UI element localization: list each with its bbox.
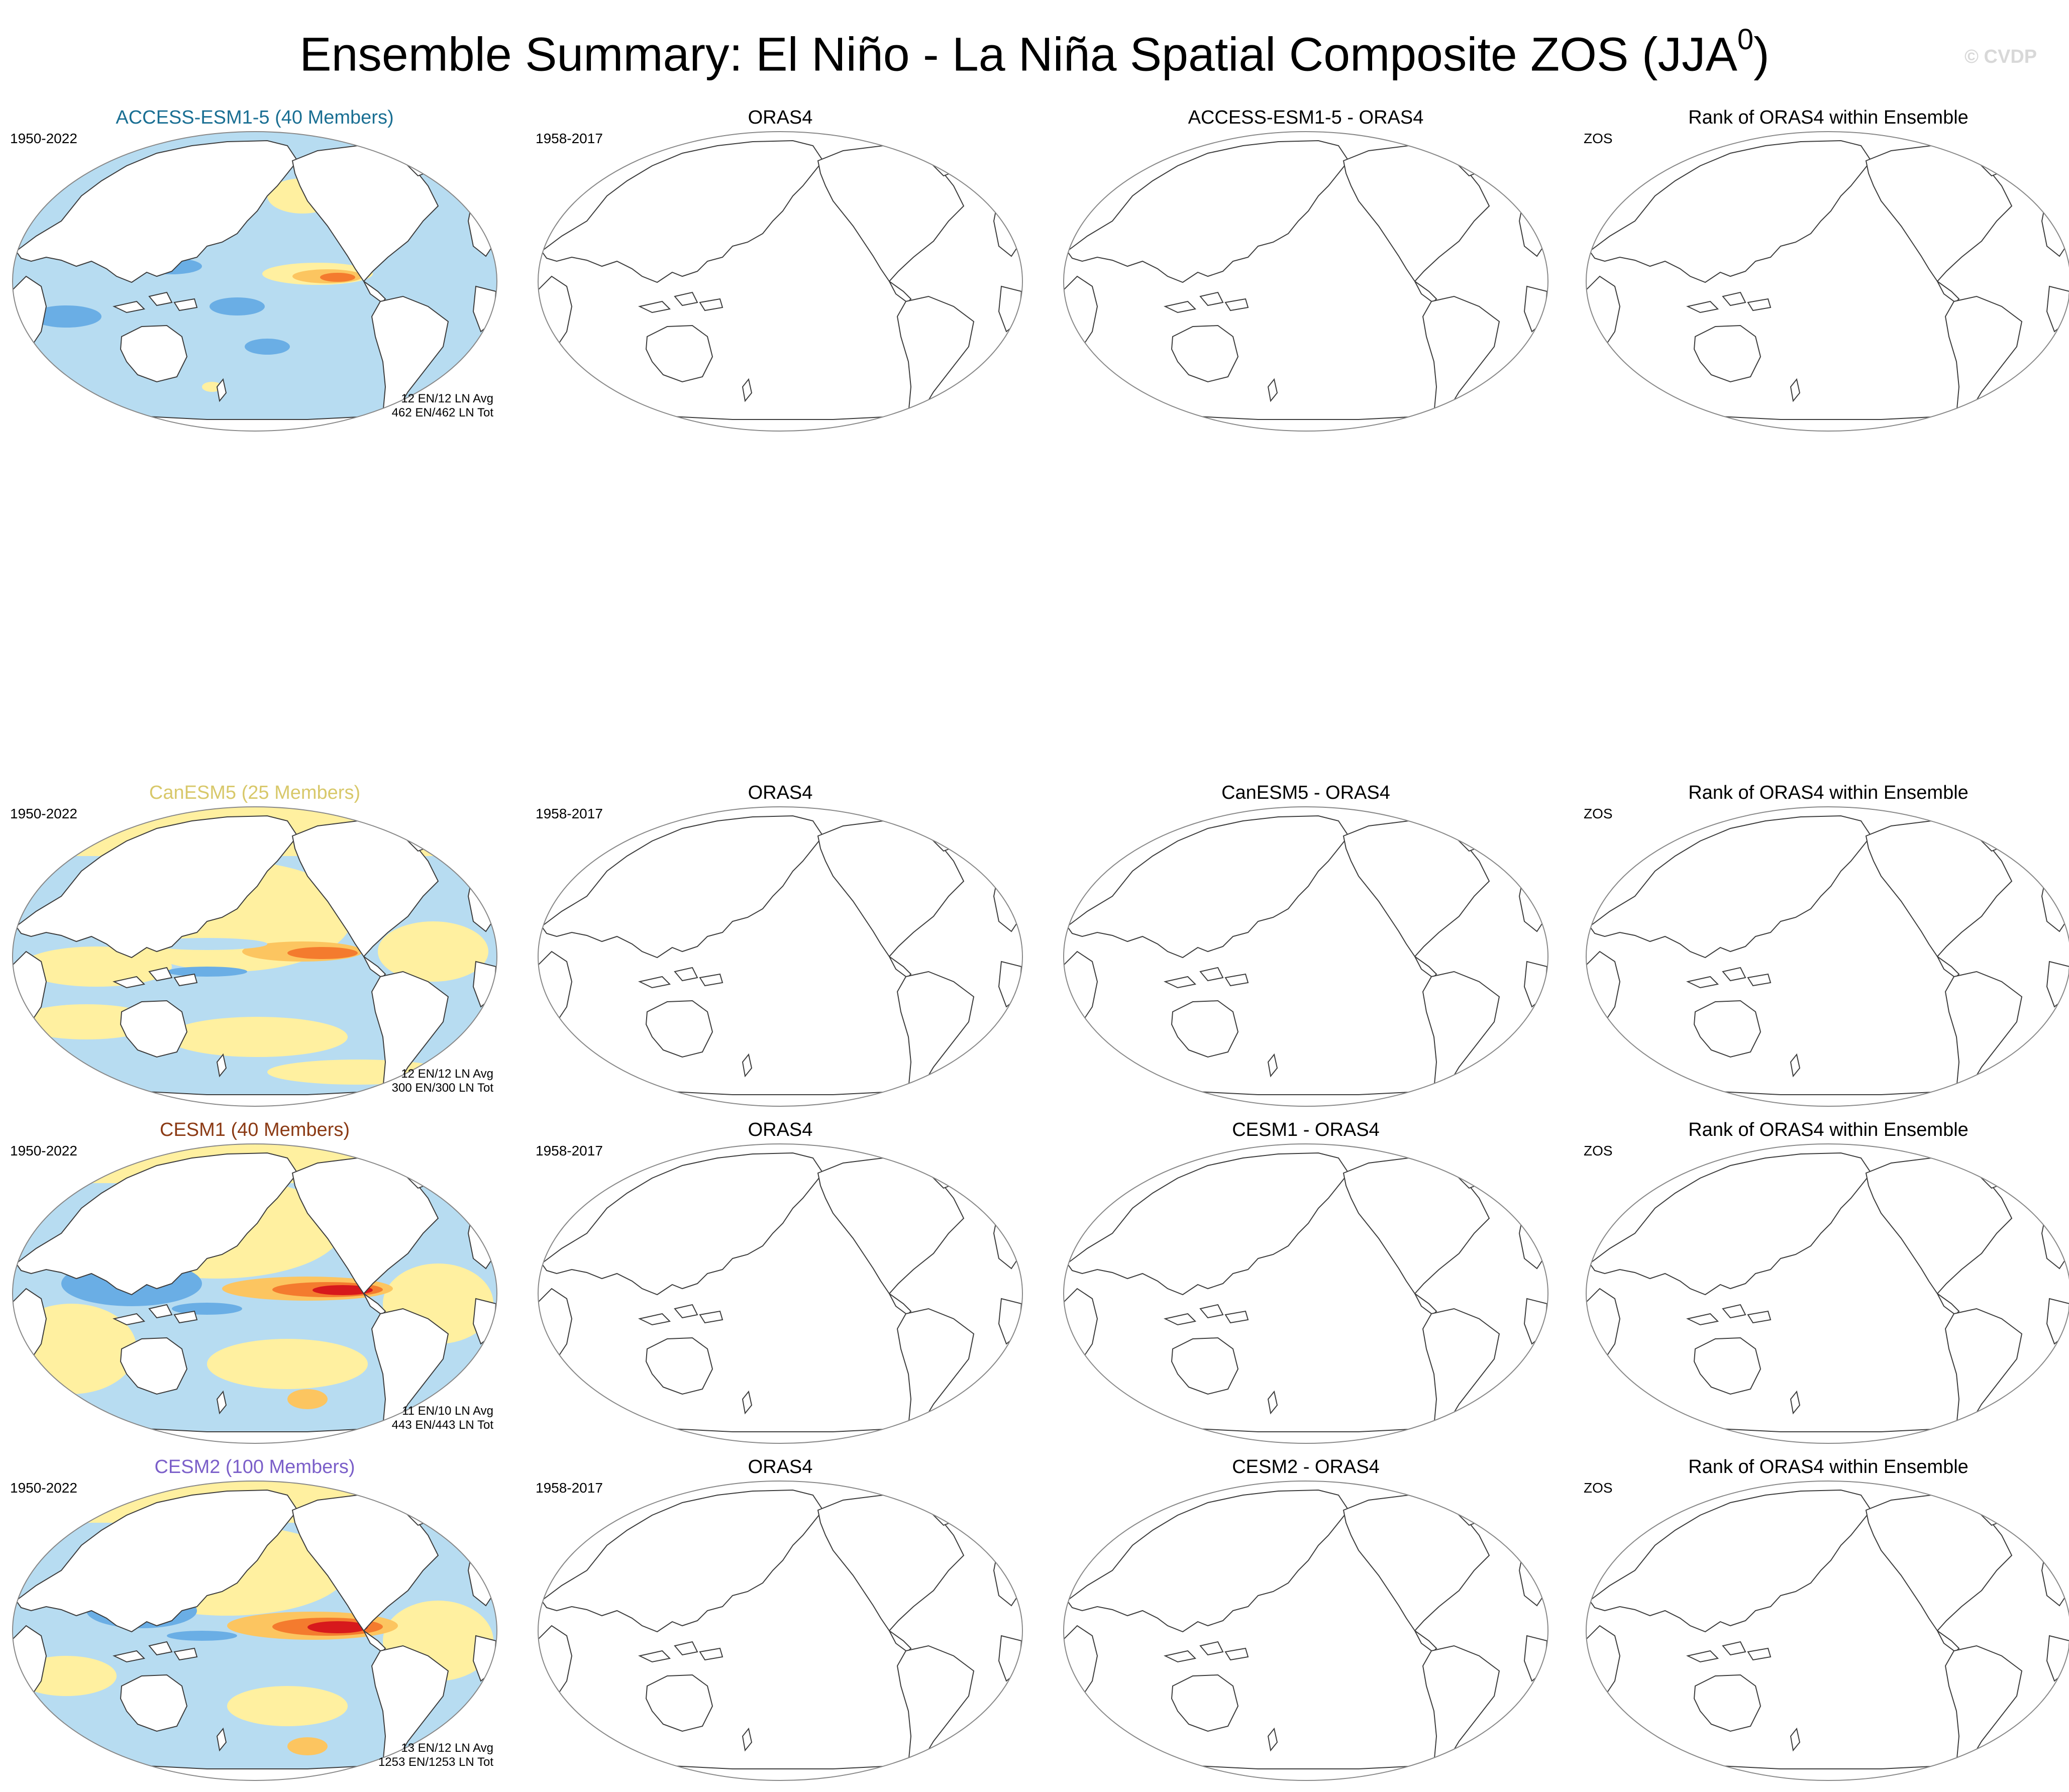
obs-map <box>532 801 1029 1112</box>
composite-map <box>6 1475 503 1786</box>
cvdp-credit: © CVDP <box>1964 46 2037 67</box>
diff-panel-title: CanESM5 - ORAS4 <box>1221 782 1390 803</box>
diff-panel-title: CESM1 - ORAS4 <box>1232 1119 1380 1140</box>
counts-total: 1253 EN/1253 LN Tot <box>378 1755 493 1769</box>
diff-map <box>1057 801 1555 1112</box>
rank-variable: ZOS <box>1584 806 1613 821</box>
model-period: 1950-2022 <box>10 1143 77 1158</box>
obs-map <box>532 126 1029 437</box>
rank-panel-title: Rank of ORAS4 within Ensemble <box>1688 1456 1969 1478</box>
model-panel-title: CanESM5 (25 Members) <box>149 782 361 803</box>
obs-panel-title: ORAS4 <box>748 1119 813 1140</box>
model-period: 1950-2022 <box>10 131 77 146</box>
obs-map <box>532 1138 1029 1449</box>
counts-avg: 13 EN/12 LN Avg <box>401 1741 493 1755</box>
obs-panel-title: ORAS4 <box>748 1456 813 1478</box>
figure-title: Ensemble Summary: El Niño - La Niña Spat… <box>0 17 2069 82</box>
rank-variable: ZOS <box>1584 131 1613 146</box>
rank-panel-title: Rank of ORAS4 within Ensemble <box>1688 782 1969 803</box>
composite-map <box>6 801 503 1112</box>
counts-avg: 12 EN/12 LN Avg <box>401 1067 493 1081</box>
diff-map <box>1057 126 1555 437</box>
rank-map <box>1580 1138 2069 1449</box>
figure-title-text: Ensemble Summary: El Niño - La Niña Spat… <box>299 28 1737 81</box>
counts-total: 300 EN/300 LN Tot <box>391 1081 493 1095</box>
figure-title-close: ) <box>1753 28 1770 81</box>
obs-map <box>532 1475 1029 1786</box>
rank-variable: ZOS <box>1584 1480 1613 1496</box>
model-panel-title: CESM1 (40 Members) <box>160 1119 350 1140</box>
obs-panel-title: ORAS4 <box>748 782 813 803</box>
model-period: 1950-2022 <box>10 806 77 821</box>
diff-map <box>1057 1475 1555 1786</box>
counts-total: 462 EN/462 LN Tot <box>391 406 493 419</box>
rank-panel-title: Rank of ORAS4 within Ensemble <box>1688 1119 1969 1140</box>
rank-map <box>1580 126 2069 437</box>
counts-avg: 11 EN/10 LN Avg <box>402 1404 493 1418</box>
rank-variable: ZOS <box>1584 1143 1613 1158</box>
model-period: 1950-2022 <box>10 1480 77 1496</box>
diff-panel-title: CESM2 - ORAS4 <box>1232 1456 1380 1478</box>
obs-period: 1958-2017 <box>536 131 603 146</box>
obs-period: 1958-2017 <box>536 1480 603 1496</box>
model-panel-title: ACCESS-ESM1-5 (40 Members) <box>116 107 394 128</box>
model-panel-title: CESM2 (100 Members) <box>154 1456 355 1478</box>
counts-avg: 12 EN/12 LN Avg <box>401 392 493 405</box>
rank-map <box>1580 801 2069 1112</box>
obs-panel-title: ORAS4 <box>748 107 813 128</box>
composite-map <box>6 1138 503 1449</box>
diff-panel-title: ACCESS-ESM1-5 - ORAS4 <box>1188 107 1424 128</box>
obs-period: 1958-2017 <box>536 806 603 821</box>
obs-period: 1958-2017 <box>536 1143 603 1158</box>
rank-map <box>1580 1475 2069 1786</box>
counts-total: 443 EN/443 LN Tot <box>391 1418 493 1432</box>
rank-panel-title: Rank of ORAS4 within Ensemble <box>1688 107 1969 128</box>
composite-map <box>6 126 503 437</box>
diff-map <box>1057 1138 1555 1449</box>
figure-title-superscript: 0 <box>1737 23 1754 56</box>
